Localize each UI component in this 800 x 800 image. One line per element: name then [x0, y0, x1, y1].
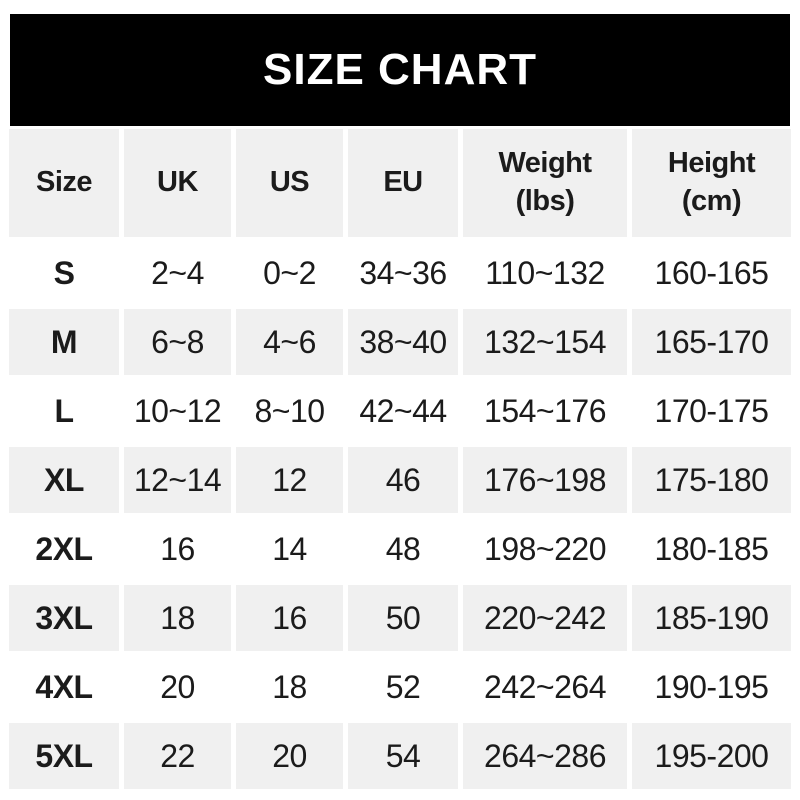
- cell-us: 16: [236, 585, 343, 651]
- cell-eu: 38~40: [348, 309, 458, 375]
- cell-us: 0~2: [236, 240, 343, 306]
- cell-height: 170-175: [632, 378, 791, 444]
- cell-eu: 46: [348, 447, 458, 513]
- cell-weight: 198~220: [463, 516, 627, 582]
- column-header-uk: UK: [124, 129, 231, 237]
- page-title: SIZE CHART: [263, 45, 537, 94]
- column-header-size: Size: [9, 129, 119, 237]
- cell-size: S: [9, 240, 119, 306]
- cell-size: M: [9, 309, 119, 375]
- size-chart-banner: SIZE CHART: [10, 14, 790, 126]
- cell-size: 2XL: [9, 516, 119, 582]
- table-row-l: L 10~12 8~10 42~44 154~176 170-175: [9, 378, 791, 444]
- cell-weight: 110~132: [463, 240, 627, 306]
- cell-us: 18: [236, 654, 343, 720]
- cell-uk: 18: [124, 585, 231, 651]
- cell-weight: 220~242: [463, 585, 627, 651]
- cell-eu: 48: [348, 516, 458, 582]
- cell-us: 14: [236, 516, 343, 582]
- cell-uk: 10~12: [124, 378, 231, 444]
- table-row-2xl: 2XL 16 14 48 198~220 180-185: [9, 516, 791, 582]
- cell-size: 5XL: [9, 723, 119, 789]
- cell-size: 3XL: [9, 585, 119, 651]
- cell-height: 190-195: [632, 654, 791, 720]
- table-row-3xl: 3XL 18 16 50 220~242 185-190: [9, 585, 791, 651]
- cell-height: 165-170: [632, 309, 791, 375]
- cell-weight: 132~154: [463, 309, 627, 375]
- cell-height: 185-190: [632, 585, 791, 651]
- cell-us: 8~10: [236, 378, 343, 444]
- cell-eu: 42~44: [348, 378, 458, 444]
- column-header-height-label: Height: [667, 147, 756, 180]
- cell-height: 195-200: [632, 723, 791, 789]
- column-header-weight-unit: (lbs): [515, 185, 575, 217]
- cell-uk: 22: [124, 723, 231, 789]
- table-row-4xl: 4XL 20 18 52 242~264 190-195: [9, 654, 791, 720]
- cell-eu: 50: [348, 585, 458, 651]
- column-header-height-unit: (cm): [681, 185, 742, 217]
- cell-size: L: [9, 378, 119, 444]
- cell-us: 20: [236, 723, 343, 789]
- column-header-us: US: [236, 129, 343, 237]
- header-row: Size UK US EU Weight (lbs) Height (cm): [9, 129, 791, 237]
- cell-eu: 52: [348, 654, 458, 720]
- column-header-eu: EU: [348, 129, 458, 237]
- cell-eu: 54: [348, 723, 458, 789]
- cell-size: 4XL: [9, 654, 119, 720]
- cell-weight: 264~286: [463, 723, 627, 789]
- table-row-m: M 6~8 4~6 38~40 132~154 165-170: [9, 309, 791, 375]
- cell-uk: 20: [124, 654, 231, 720]
- cell-uk: 16: [124, 516, 231, 582]
- table-row-s: S 2~4 0~2 34~36 110~132 160-165: [9, 240, 791, 306]
- size-chart-table: Size UK US EU Weight (lbs) Height (cm) S…: [4, 126, 796, 792]
- cell-uk: 12~14: [124, 447, 231, 513]
- cell-us: 12: [236, 447, 343, 513]
- cell-size: XL: [9, 447, 119, 513]
- cell-height: 180-185: [632, 516, 791, 582]
- table-row-5xl: 5XL 22 20 54 264~286 195-200: [9, 723, 791, 789]
- cell-weight: 242~264: [463, 654, 627, 720]
- cell-weight: 154~176: [463, 378, 627, 444]
- cell-height: 160-165: [632, 240, 791, 306]
- cell-height: 175-180: [632, 447, 791, 513]
- column-header-weight-label: Weight: [498, 147, 592, 180]
- cell-uk: 2~4: [124, 240, 231, 306]
- cell-uk: 6~8: [124, 309, 231, 375]
- cell-weight: 176~198: [463, 447, 627, 513]
- column-header-height: Height (cm): [632, 129, 791, 237]
- cell-eu: 34~36: [348, 240, 458, 306]
- column-header-weight: Weight (lbs): [463, 129, 627, 237]
- cell-us: 4~6: [236, 309, 343, 375]
- table-row-xl: XL 12~14 12 46 176~198 175-180: [9, 447, 791, 513]
